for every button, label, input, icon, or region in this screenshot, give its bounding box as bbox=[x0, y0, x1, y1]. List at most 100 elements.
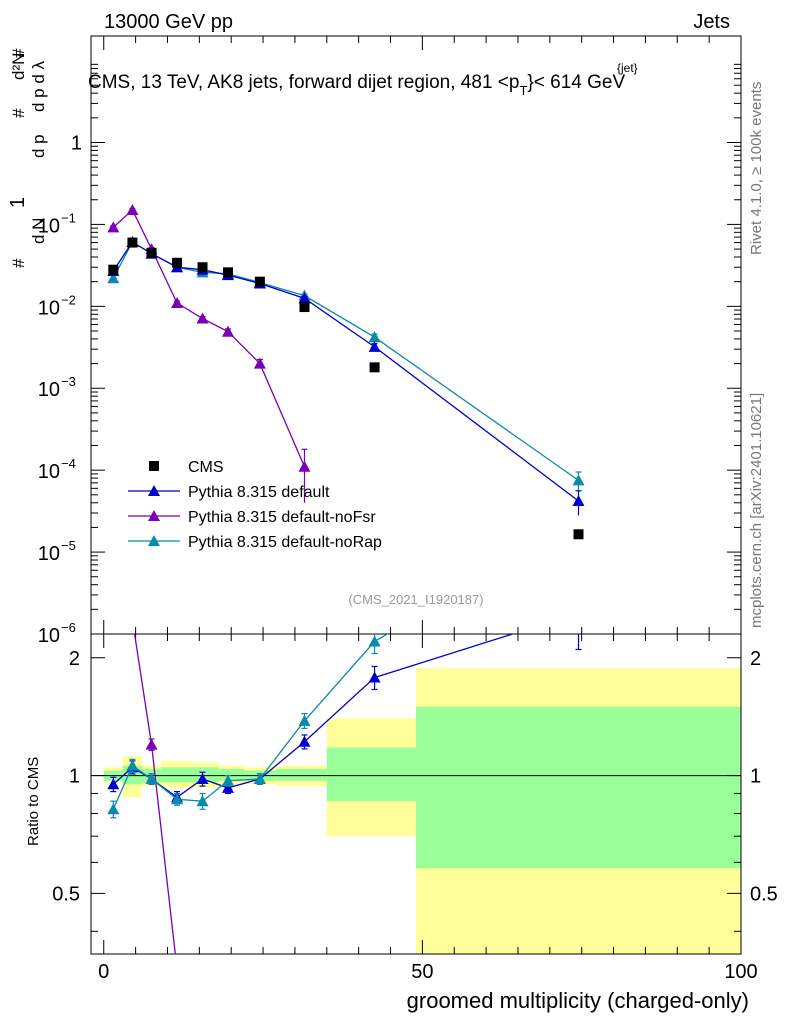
data-point bbox=[573, 529, 584, 540]
y-tick-label-exponent: −6 bbox=[61, 620, 76, 635]
svg-text:d N: d N bbox=[29, 218, 48, 244]
y-tick-label: 10 bbox=[38, 379, 60, 401]
category-label: Jets bbox=[693, 11, 730, 33]
y-tick-label: 1 bbox=[71, 132, 82, 154]
ratio-y-tick-label: 0.5 bbox=[52, 883, 80, 905]
y-tick-label: 10 bbox=[38, 543, 60, 565]
y-tick-label: 10 bbox=[38, 215, 60, 237]
svg-text:{jet}: {jet} bbox=[617, 61, 638, 75]
source-label: mcplots.cern.ch [arXiv:2401.10621] bbox=[748, 393, 765, 628]
ratio-point bbox=[253, 772, 266, 784]
energy-label: 13000 GeV pp bbox=[104, 11, 233, 33]
ratio-panel-frame bbox=[90, 633, 742, 955]
svg-text:d p: d p bbox=[29, 134, 48, 158]
legend-marker bbox=[148, 485, 160, 496]
svg-text:1: 1 bbox=[7, 197, 29, 208]
data-point bbox=[107, 272, 120, 284]
svg-text:d²N: d²N bbox=[9, 53, 28, 80]
inner-band bbox=[326, 747, 416, 802]
ratio-axes: 0.5 0.5 1 1 2 2 0 50 100 bbox=[52, 634, 778, 983]
data-point bbox=[223, 267, 234, 278]
x-axis-label: groomed multiplicity (charged-only) bbox=[407, 988, 749, 1013]
data-point bbox=[368, 340, 381, 352]
data-point bbox=[369, 362, 380, 373]
ratio-point bbox=[196, 795, 209, 807]
ratio-point bbox=[368, 671, 381, 683]
svg-text:#: # bbox=[9, 258, 28, 268]
ratio-line bbox=[112, 634, 389, 810]
series-pythia-8-315-default bbox=[107, 235, 585, 516]
data-point bbox=[196, 312, 209, 324]
legend: CMS Pythia 8.315 default Pythia 8.315 defa… bbox=[128, 459, 382, 551]
ratio-point bbox=[145, 738, 158, 750]
y-tick-label-exponent: −5 bbox=[61, 538, 76, 553]
series-line bbox=[112, 208, 306, 468]
data-point bbox=[254, 276, 265, 287]
y-tick-label: 10 bbox=[38, 297, 60, 319]
ratio-line bbox=[112, 634, 515, 799]
inner-band bbox=[161, 767, 193, 783]
ratio-y-tick-label-right: 0.5 bbox=[750, 883, 778, 905]
x-tick-label: 0 bbox=[98, 961, 109, 983]
y-tick-label: 10 bbox=[38, 625, 60, 647]
data-point bbox=[172, 257, 183, 268]
series-cms bbox=[108, 237, 584, 540]
series-line bbox=[112, 241, 579, 502]
legend-marker bbox=[149, 461, 159, 471]
data-point bbox=[146, 247, 157, 258]
main-axes: 110−110−210−310−410−510−6 bbox=[38, 36, 742, 647]
ratio-point bbox=[171, 963, 183, 974]
data-point bbox=[298, 460, 311, 472]
analysis-watermark: (CMS_2021_I1920187) bbox=[348, 592, 483, 607]
data-point bbox=[197, 262, 208, 273]
data-point bbox=[222, 325, 235, 337]
ratio-point bbox=[298, 714, 311, 726]
x-tick-label: 50 bbox=[411, 961, 433, 983]
svg-text:#: # bbox=[9, 108, 28, 118]
ratio-y-tick-label-right: 2 bbox=[750, 648, 761, 670]
inner-band bbox=[416, 706, 741, 869]
y-tick-label-exponent: −2 bbox=[61, 292, 76, 307]
ratio-point bbox=[171, 793, 184, 805]
data-point bbox=[253, 357, 266, 369]
series-line bbox=[112, 241, 579, 481]
inner-band bbox=[218, 768, 244, 781]
data-point bbox=[126, 203, 139, 215]
data-point bbox=[171, 296, 184, 308]
ratio-point bbox=[298, 735, 311, 747]
y-tick-label-exponent: −4 bbox=[61, 456, 76, 471]
svg-text:d p d λ: d p d λ bbox=[29, 60, 48, 112]
ratio-y-tick-label: 1 bbox=[69, 766, 80, 788]
data-point bbox=[107, 221, 120, 233]
ratio-point bbox=[196, 772, 209, 784]
ratio-point bbox=[222, 774, 235, 786]
data-point bbox=[298, 292, 311, 304]
legend-label: Pythia 8.315 default-noRap bbox=[188, 534, 382, 551]
ratio-point bbox=[126, 614, 138, 625]
legend-marker bbox=[148, 535, 160, 546]
ratio-point bbox=[107, 803, 120, 815]
main-ylabel: # 1 d N # d p # d²N d p d λ bbox=[7, 48, 48, 268]
data-point bbox=[299, 302, 310, 313]
data-point bbox=[127, 237, 138, 248]
ratio-point bbox=[368, 635, 381, 647]
ratio-y-tick-label: 2 bbox=[69, 648, 80, 670]
ratio-point bbox=[573, 514, 585, 525]
ratio-line bbox=[133, 634, 176, 954]
svg-text:#: # bbox=[9, 48, 28, 58]
legend-label: CMS bbox=[188, 459, 224, 476]
ratio-point bbox=[573, 607, 585, 618]
ratio-point bbox=[222, 781, 235, 793]
ratio-y-tick-label-right: 1 bbox=[750, 766, 761, 788]
series-pythia-8-315-default-norap bbox=[107, 235, 585, 492]
legend-label: Pythia 8.315 default-noFsr bbox=[188, 509, 376, 526]
inner-band bbox=[192, 767, 219, 783]
data-point bbox=[572, 495, 585, 507]
y-tick-label-exponent: −1 bbox=[61, 210, 76, 225]
x-tick-label: 100 bbox=[724, 961, 757, 983]
ratio-point bbox=[145, 772, 158, 784]
ratio-point bbox=[107, 567, 119, 578]
ratio-uncertainty-bands bbox=[103, 668, 741, 954]
rivet-label: Rivet 4.1.0, ≥ 100k events bbox=[748, 82, 765, 255]
